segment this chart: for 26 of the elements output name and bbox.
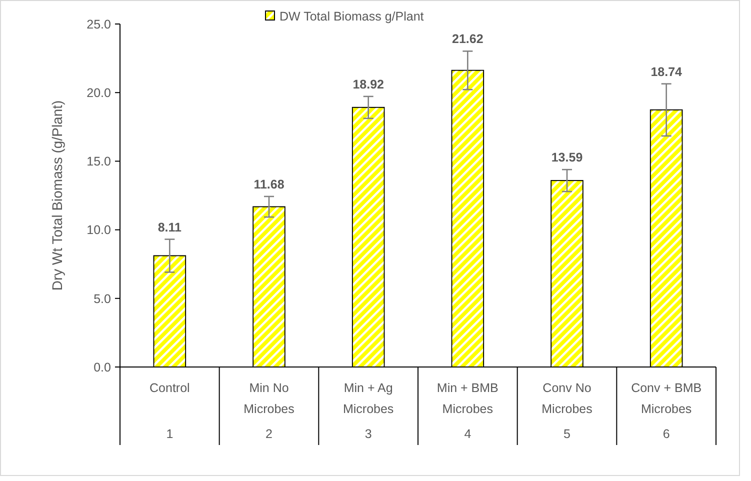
text: 2 (266, 427, 273, 441)
x-tick-label: Min + BMB Microbes (436, 381, 498, 416)
x-tick-label: Min No Microbes (244, 381, 294, 416)
y-tick-label: 25.0 (86, 17, 112, 32)
y-tick-label: 20.0 (86, 86, 112, 100)
y-tick-label: 15.0 (86, 154, 112, 169)
data-label: 21.62 (452, 32, 484, 46)
y-tick-label: 10.0 (86, 223, 112, 238)
x-tick-label: Conv No Microbes (542, 381, 592, 416)
text: 4 (464, 427, 472, 441)
x-tick-label: Min + Ag Microbes (342, 381, 394, 416)
text: 1 (166, 427, 174, 441)
data-label: 18.74 (650, 64, 682, 79)
data-label: 13.59 (551, 150, 583, 165)
y-axis-title: Dry Wt Total Biomass (g/Plant) (49, 100, 65, 291)
text: 3 (364, 427, 372, 441)
data-label: 11.68 (254, 177, 284, 192)
data-label: 18.92 (352, 77, 384, 92)
x-tick-label: Control (150, 381, 190, 395)
y-tick-label: 0.0 (94, 360, 112, 374)
y-tick-label: 5.0 (94, 292, 112, 306)
text: 6 (662, 427, 670, 441)
data-label: 8.11 (158, 220, 182, 234)
text: 5 (564, 427, 571, 441)
x-tick-label: Conv + BMB Microbes (631, 381, 702, 416)
legend-label: DW Total Biomass g/Plant (280, 9, 424, 24)
